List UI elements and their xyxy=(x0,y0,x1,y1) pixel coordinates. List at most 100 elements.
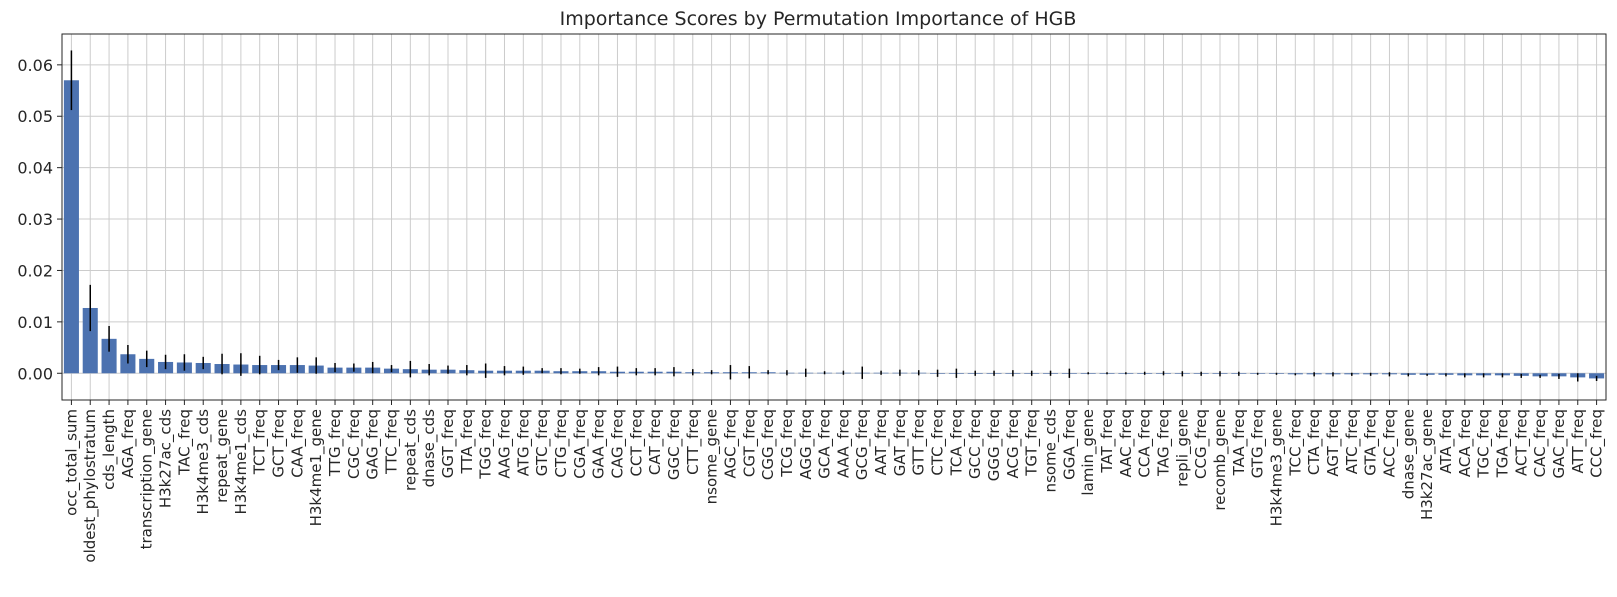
x-tick-label: CCA_freq xyxy=(1136,409,1155,478)
x-tick-label: CCG_freq xyxy=(1192,409,1211,479)
x-tick-label: TAA_freq xyxy=(1230,409,1249,476)
x-tick-label: TGA_freq xyxy=(1493,409,1512,478)
x-tick-label: ATT_freq xyxy=(1569,409,1588,474)
y-tick-label: 0.02 xyxy=(17,261,53,280)
x-tick-label: CGG_freq xyxy=(759,409,778,480)
x-tick-label: CAC_freq xyxy=(1531,409,1550,477)
x-tick-label: TAC_freq xyxy=(175,409,194,476)
x-tick-label: H3k27ac_cds xyxy=(157,409,176,508)
x-tick-label: occ_total_sum xyxy=(62,409,81,516)
y-tick-label: 0.01 xyxy=(17,313,53,332)
x-tick-label: ACT_freq xyxy=(1512,409,1531,476)
x-tick-label: GGG_freq xyxy=(985,409,1004,481)
x-tick-label: lamin_gene xyxy=(1079,409,1098,496)
x-tick-label: CAA_freq xyxy=(288,409,307,478)
x-tick-label: oldest_phylostratum xyxy=(81,409,100,563)
bar xyxy=(120,354,136,374)
x-tick-label: dnase_cds xyxy=(420,409,439,488)
x-tick-label: ACC_freq xyxy=(1380,409,1399,477)
x-tick-label: CTT_freq xyxy=(684,409,703,475)
x-tick-label: dnase_gene xyxy=(1399,409,1418,499)
x-tick-label: GTC_freq xyxy=(533,409,552,476)
bar xyxy=(1532,373,1548,377)
x-tick-label: TTC_freq xyxy=(383,409,402,475)
x-tick-label: CCC_freq xyxy=(1588,409,1607,478)
x-tick-label: AAG_freq xyxy=(495,409,514,479)
x-tick-label: CTA_freq xyxy=(1305,409,1324,475)
x-axis: occ_total_sum oldest_phylostratum cds_leng… xyxy=(62,400,1607,563)
x-tick-label: AAT_freq xyxy=(872,409,891,475)
x-tick-label: GCG_freq xyxy=(853,409,872,480)
x-tick-label: nsome_cds xyxy=(1042,409,1061,493)
x-tick-label: GCT_freq xyxy=(270,409,289,478)
x-tick-label: GGC_freq xyxy=(665,409,684,480)
x-tick-label: CGT_freq xyxy=(740,409,759,477)
x-tick-label: transcription_gene xyxy=(138,409,157,549)
x-tick-label: GTG_freq xyxy=(1249,409,1268,478)
y-tick-label: 0.00 xyxy=(17,364,53,383)
x-tick-label: CCT_freq xyxy=(627,409,646,476)
x-tick-label: TCT_freq xyxy=(251,409,270,475)
y-tick-label: 0.05 xyxy=(17,107,53,126)
x-tick-label: H3k4me1_cds xyxy=(232,409,251,515)
x-tick-label: TCG_freq xyxy=(778,409,797,478)
x-tick-label: cds_length xyxy=(100,409,119,490)
x-tick-label: H3k27ac_gene xyxy=(1418,409,1437,520)
x-tick-label: AAA_freq xyxy=(834,409,853,478)
x-tick-label: TAG_freq xyxy=(1155,409,1174,477)
plot-frame xyxy=(61,33,1607,401)
x-tick-label: GCA_freq xyxy=(816,409,835,479)
error-bars xyxy=(70,50,1598,382)
y-axis: 0.00 0.01 0.02 0.03 0.04 0.05 0.06 xyxy=(17,56,62,383)
x-tick-label: repeat_gene xyxy=(213,409,232,503)
x-tick-label: CGA_freq xyxy=(571,409,590,479)
x-tick-label: GTA_freq xyxy=(1362,409,1381,476)
x-tick-label: GAT_freq xyxy=(891,409,910,476)
x-tick-label: nsome_gene xyxy=(703,409,722,504)
x-tick-label: AGC_freq xyxy=(721,409,740,478)
x-tick-label: ACA_freq xyxy=(1456,409,1475,477)
x-tick-label: ATG_freq xyxy=(514,409,533,476)
grid xyxy=(62,34,1606,400)
x-tick-label: AAC_freq xyxy=(1117,409,1136,478)
bar xyxy=(63,80,79,374)
x-tick-label: H3k4me3_cds xyxy=(194,409,213,515)
bar xyxy=(101,338,117,374)
x-tick-label: GAG_freq xyxy=(364,409,383,480)
bar xyxy=(82,307,98,374)
x-tick-label: TGT_freq xyxy=(1023,409,1042,477)
x-tick-label: CTC_freq xyxy=(929,409,948,476)
x-tick-label: recomb_gene xyxy=(1211,409,1230,511)
x-tick-label: H3k4me3_gene xyxy=(1267,409,1286,526)
x-tick-label: CGC_freq xyxy=(345,409,364,479)
x-tick-label: AGG_freq xyxy=(797,409,816,480)
y-tick-label: 0.04 xyxy=(17,159,53,178)
x-tick-label: TGC_freq xyxy=(1475,409,1494,479)
x-tick-label: TCA_freq xyxy=(947,409,966,476)
x-tick-label: ACG_freq xyxy=(1004,409,1023,478)
x-tick-label: TTG_freq xyxy=(326,409,345,477)
y-tick-label: 0.06 xyxy=(17,56,53,75)
x-tick-label: TCC_freq xyxy=(1286,409,1305,477)
x-tick-label: GAC_freq xyxy=(1550,409,1569,478)
x-tick-label: H3k4me1_gene xyxy=(307,409,326,526)
x-tick-label: CTG_freq xyxy=(552,409,571,478)
x-tick-label: AGT_freq xyxy=(1324,409,1343,477)
y-tick-label: 0.03 xyxy=(17,210,53,229)
x-tick-label: GGT_freq xyxy=(439,409,458,478)
x-tick-label: GAA_freq xyxy=(590,409,609,479)
x-tick-label: GTT_freq xyxy=(910,409,929,476)
x-tick-label: CAG_freq xyxy=(608,409,627,478)
x-tick-label: GGA_freq xyxy=(1060,409,1079,480)
bars xyxy=(63,80,1605,379)
x-tick-label: ATC_freq xyxy=(1343,409,1362,474)
x-tick-label: TGG_freq xyxy=(477,409,496,480)
x-tick-label: repeat_cds xyxy=(401,409,420,491)
x-tick-label: TTA_freq xyxy=(458,409,477,475)
x-tick-label: ATA_freq xyxy=(1437,409,1456,474)
chart-title: Importance Scores by Permutation Importa… xyxy=(560,8,1077,30)
x-tick-label: AGA_freq xyxy=(119,409,138,478)
x-tick-label: GCC_freq xyxy=(966,409,985,479)
x-tick-label: repli_gene xyxy=(1173,409,1192,487)
